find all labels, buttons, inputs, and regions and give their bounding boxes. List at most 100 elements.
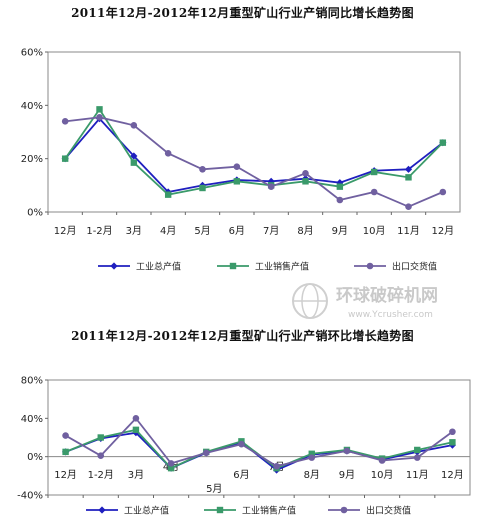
data-point [167, 464, 175, 472]
x-tick-label: 7月 [263, 225, 279, 237]
legend-item: 出口交货值 [328, 505, 411, 517]
data-point [164, 191, 172, 198]
data-point [61, 155, 69, 162]
y-tick-label: 40% [21, 414, 43, 425]
series-line [65, 416, 453, 468]
data-point [449, 439, 456, 446]
data-point [199, 166, 206, 173]
data-point [164, 150, 172, 157]
data-point [62, 432, 69, 439]
series-group [61, 106, 447, 198]
data-point [439, 139, 447, 146]
data-point [405, 174, 412, 181]
data-point [96, 106, 103, 113]
y-tick-label: -40% [17, 491, 43, 502]
data-point [202, 449, 210, 457]
legend-item: 出口交货值 [354, 261, 437, 273]
x-tick-label: 10月 [363, 225, 386, 237]
legend-item: 工业销售产值 [217, 261, 309, 273]
data-point [414, 446, 421, 454]
legend-marker [366, 262, 374, 270]
data-point [167, 460, 175, 467]
series-line [65, 431, 453, 472]
data-point [336, 196, 344, 204]
x-tick-label: 12月 [54, 225, 77, 237]
x-tick-label: 5月 [194, 225, 210, 237]
data-point [130, 122, 138, 129]
data-point [413, 454, 421, 461]
data-point [62, 448, 69, 456]
data-point [308, 454, 316, 461]
legend-marker [110, 262, 118, 270]
data-point [132, 415, 140, 422]
data-point [378, 457, 386, 464]
legend-label: 出口交货值 [366, 505, 411, 517]
x-tick-label: 6月 [229, 225, 245, 237]
data-point [449, 428, 456, 436]
legend-label: 工业总产值 [136, 261, 181, 273]
data-point [370, 188, 378, 196]
legend-marker [98, 506, 106, 514]
series-line [65, 116, 444, 208]
yoy-growth-line-chart: 0% 20% 40% 60% 12月 1-2月 3月 4月 5月 6月 7月 8月 9月 10月 11月 12… [21, 48, 461, 273]
legend-label: 工业销售产值 [242, 505, 296, 517]
legend-marker [340, 506, 348, 514]
data-point [273, 462, 280, 470]
watermark-en-text: www.Ycrusher.com [348, 310, 433, 320]
data-point [233, 178, 241, 185]
series-group [61, 429, 457, 474]
legend-label: 出口交货值 [392, 261, 437, 273]
y-tick-label: 0% [27, 208, 43, 219]
data-point [199, 184, 206, 192]
legend-marker [229, 262, 237, 270]
site-watermark: 环球破碎机网 www.Ycrusher.com [292, 283, 438, 320]
x-tick-label: 12月 [441, 469, 464, 481]
x-tick-label: 8月 [297, 225, 313, 237]
data-point [336, 183, 344, 190]
x-tick-label: 9月 [332, 225, 348, 237]
data-point [130, 152, 138, 160]
data-point [96, 114, 103, 121]
data-point [267, 183, 275, 190]
x-tick-label: 11月 [397, 225, 420, 237]
y-tick-label: 0% [27, 452, 43, 463]
data-point [439, 188, 447, 196]
watermark-cn-text: 环球破碎机网 [336, 285, 438, 306]
x-tick-label: 12月 [431, 225, 454, 237]
data-point [97, 452, 105, 460]
series-group [62, 415, 456, 470]
data-point [404, 165, 413, 173]
x-tick-label: 3月 [128, 469, 144, 481]
series-group [61, 114, 447, 210]
legend-label: 工业总产值 [124, 505, 169, 517]
data-point [302, 170, 309, 177]
data-point [130, 159, 138, 166]
x-tick-label: 11月 [406, 469, 429, 481]
data-point [343, 447, 351, 455]
x-tick-label: 5月 [206, 483, 222, 495]
data-point [97, 434, 104, 441]
x-tick-label: 8月 [304, 469, 320, 481]
y-tick-label: 80% [21, 376, 43, 387]
data-point [132, 426, 140, 434]
x-tick-label: 9月 [339, 469, 355, 481]
legend-marker [216, 506, 224, 514]
data-point [61, 118, 69, 125]
x-tick-label: 3月 [126, 225, 142, 237]
legend-item: 工业销售产值 [204, 505, 296, 517]
x-tick-label: 6月 [233, 469, 249, 481]
data-point [238, 440, 245, 448]
legend-label: 工业销售产值 [255, 261, 309, 273]
x-tick-label: 4月 [160, 225, 176, 237]
data-point [405, 203, 412, 210]
series-line [64, 117, 444, 193]
data-point [308, 450, 315, 457]
x-tick-label: 1-2月 [88, 469, 114, 481]
chart-title: 2011年12月-2012年12月重型矿山行业产销环比增长趋势图 [71, 329, 414, 343]
data-point [233, 163, 241, 170]
x-tick-label: 12月 [54, 469, 77, 481]
x-tick-label: 10月 [371, 469, 394, 481]
data-point [302, 178, 309, 185]
globe-icon [292, 283, 328, 319]
